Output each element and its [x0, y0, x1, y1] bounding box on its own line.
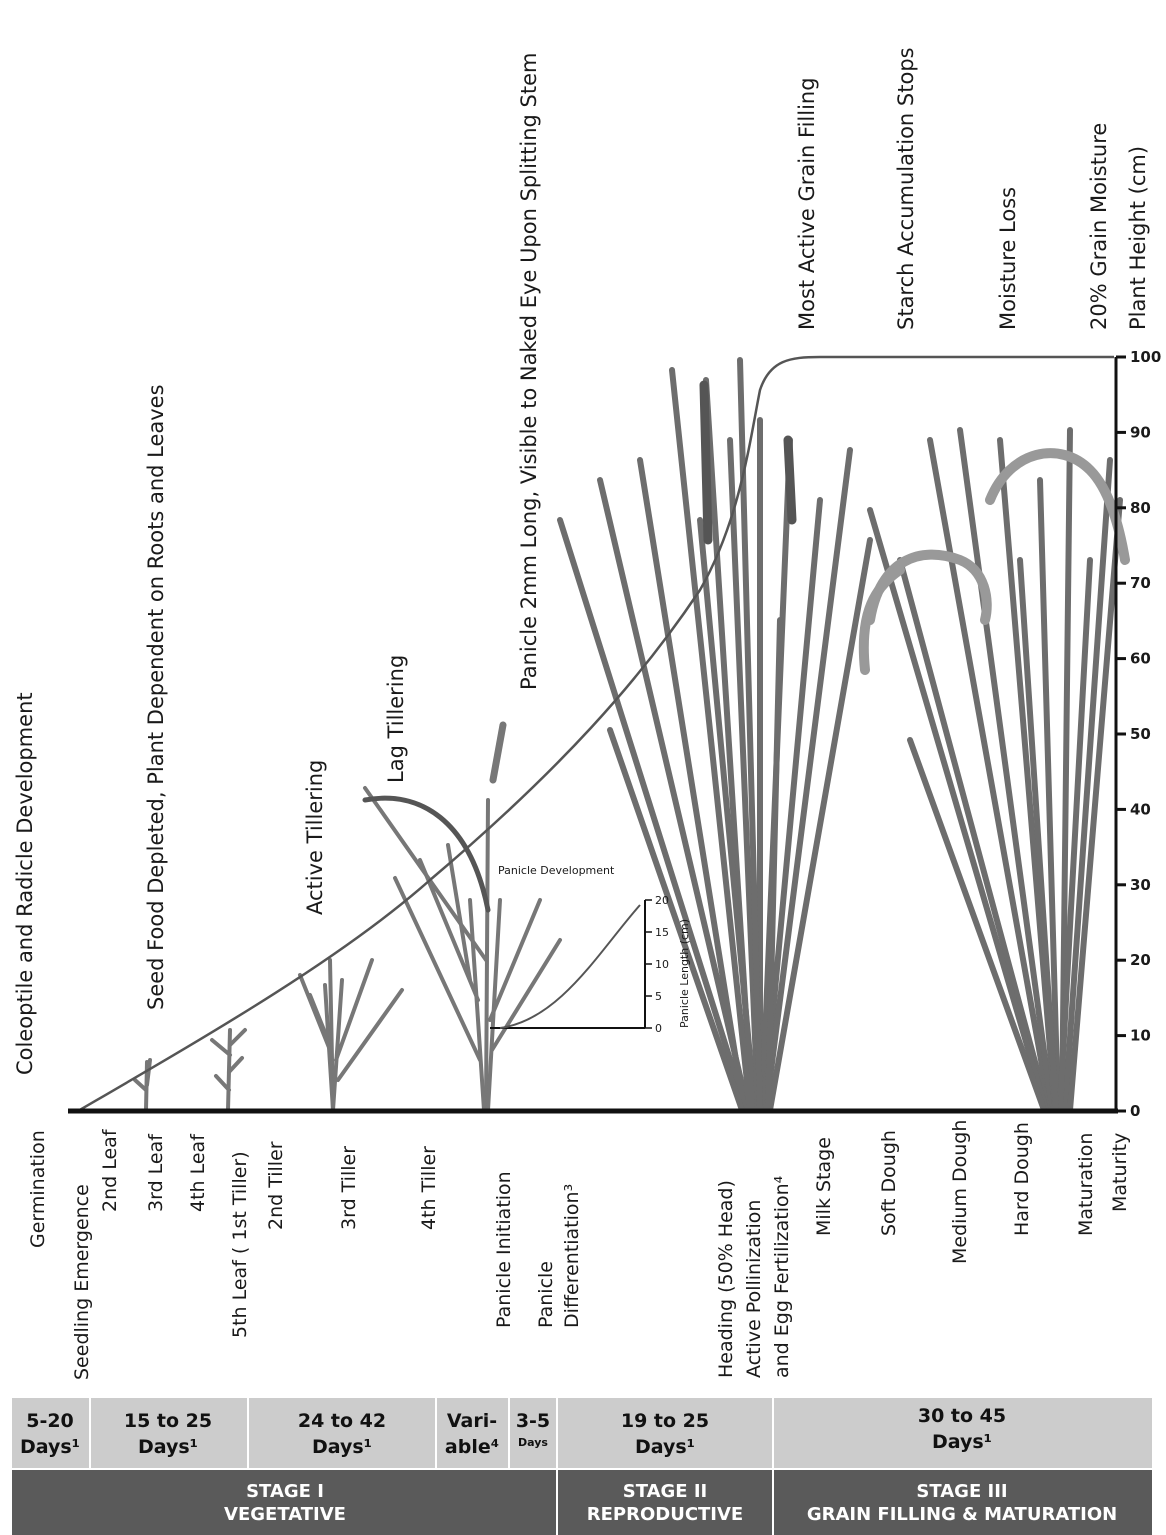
- stage-vegetative: STAGE I VEGETATIVE: [224, 1481, 346, 1525]
- svg-text:5-20: 5-20: [26, 1410, 74, 1432]
- axis-tick-label: 60: [1130, 650, 1151, 668]
- label-most-active-grain-filling: Most Active Grain Filling: [795, 77, 819, 330]
- svg-text:Days¹: Days¹: [20, 1436, 80, 1458]
- svg-text:Days: Days: [518, 1436, 548, 1449]
- plant-height-axis: 0 10 20 30 40 50 60 70 80 90 100: [1114, 348, 1161, 1120]
- inset-axis: 0 5 10 15 20: [645, 894, 669, 1035]
- axis-tick-label: 90: [1130, 423, 1151, 441]
- panicle-heads-drooping: [858, 448, 1130, 675]
- label-germination: Germination: [27, 1130, 49, 1248]
- svg-text:VEGETATIVE: VEGETATIVE: [224, 1504, 346, 1525]
- svg-text:15 to 25: 15 to 25: [124, 1410, 212, 1432]
- svg-text:24 to 42: 24 to 42: [298, 1410, 386, 1432]
- bottom-labels: Germination Seedling Emergence 2nd Leaf …: [27, 1120, 1131, 1380]
- label-medium-dough: Medium Dough: [949, 1120, 971, 1264]
- axis-tick-label: 80: [1130, 499, 1151, 517]
- plant-illustrations: [133, 357, 1130, 1113]
- duration-cell-4: Vari- able⁴: [445, 1410, 499, 1458]
- axis-tick-label: 70: [1130, 574, 1151, 592]
- stage-grain-filling: STAGE III GRAIN FILLING & MATURATION: [807, 1481, 1117, 1525]
- label-panicle-2mm: Panicle 2mm Long, Visible to Naked Eye U…: [517, 53, 541, 691]
- label-moisture-loss: Moisture Loss: [996, 187, 1020, 330]
- svg-text:STAGE II: STAGE II: [623, 1481, 708, 1502]
- duration-cell-5: 3-5 Days: [516, 1410, 550, 1449]
- inset-tick-label: 20: [655, 894, 669, 907]
- inset-tick-label: 5: [655, 990, 662, 1003]
- panicle-length-curve: [499, 904, 641, 1029]
- label-starch-accumulation: Starch Accumulation Stops: [894, 47, 918, 330]
- svg-text:Days¹: Days¹: [932, 1431, 992, 1453]
- label-3rd-tiller: 3rd Tiller: [338, 1146, 360, 1230]
- label-2nd-tiller: 2nd Tiller: [265, 1141, 287, 1230]
- inset-tick-label: 0: [655, 1022, 662, 1035]
- label-maturation: Maturation: [1075, 1133, 1097, 1236]
- plant-height-curve: [77, 355, 1114, 1113]
- label-seedling-emergence: Seedling Emergence: [71, 1184, 93, 1380]
- svg-text:REPRODUCTIVE: REPRODUCTIVE: [587, 1504, 743, 1525]
- label-panicle-initiation: Panicle Initiation: [493, 1171, 515, 1328]
- axis-tick-label: 10: [1130, 1027, 1151, 1045]
- axis-tick-label: 50: [1130, 725, 1151, 743]
- svg-text:Days¹: Days¹: [138, 1436, 198, 1458]
- duration-row: 5-20 Days¹ 15 to 25 Days¹ 24 to 42 Days¹…: [12, 1398, 1152, 1468]
- panicle-heads-heading: [699, 380, 797, 545]
- svg-text:Vari-: Vari-: [447, 1410, 497, 1432]
- plant-panicle-initiation: [363, 721, 562, 1112]
- label-4th-tiller: 4th Tiller: [418, 1146, 440, 1230]
- label-active-tillering: Active Tillering: [303, 760, 327, 915]
- label-coleoptile: Coleoptile and Radicle Development: [13, 692, 37, 1075]
- label-lag-tillering: Lag Tillering: [384, 655, 408, 783]
- top-labels: Coleoptile and Radicle Development Seed …: [13, 47, 1150, 1075]
- label-2nd-leaf: 2nd Leaf: [99, 1128, 121, 1212]
- label-seed-food: Seed Food Depleted, Plant Dependent on R…: [144, 384, 168, 1010]
- svg-text:Days¹: Days¹: [312, 1436, 372, 1458]
- label-soft-dough: Soft Dough: [878, 1130, 900, 1236]
- axis-tick-label: 100: [1130, 348, 1161, 366]
- label-heading: Heading (50% Head): [715, 1180, 737, 1378]
- panicle-development-inset: Panicle Development 0 5 10 15 20 Panicle Len…: [490, 864, 691, 1035]
- label-maturity: Maturity: [1109, 1133, 1131, 1212]
- plant-3rd-tiller: [298, 958, 404, 1112]
- axis-tick-label: 30: [1130, 876, 1151, 894]
- duration-cell-3: 24 to 42 Days¹: [298, 1410, 386, 1458]
- inset-tick-label: 15: [655, 926, 669, 939]
- duration-cell-1: 5-20 Days¹: [20, 1410, 80, 1458]
- plant-milk-stage: [867, 427, 1123, 1113]
- plant-3rd-leaf: [133, 1058, 152, 1112]
- duration-cell-2: 15 to 25 Days¹: [124, 1410, 212, 1458]
- label-hard-dough: Hard Dough: [1011, 1122, 1033, 1236]
- label-panicle-diff-1: Panicle: [535, 1261, 557, 1328]
- inset-tick-label: 10: [655, 958, 669, 971]
- stage-row: STAGE I VEGETATIVE STAGE II REPRODUCTIVE…: [12, 1470, 1152, 1535]
- label-pollination-1: Active Pollinization: [743, 1200, 765, 1378]
- svg-text:Days¹: Days¹: [635, 1436, 695, 1458]
- label-5th-leaf: 5th Leaf ( 1st Tiller): [229, 1151, 251, 1338]
- svg-text:3-5: 3-5: [516, 1410, 550, 1432]
- inset-axis-label: Panicle Length (cm): [678, 919, 691, 1028]
- label-4th-leaf: 4th Leaf: [187, 1133, 209, 1212]
- svg-text:GRAIN FILLING & MATURATION: GRAIN FILLING & MATURATION: [807, 1504, 1117, 1525]
- label-3rd-leaf: 3rd Leaf: [145, 1133, 167, 1212]
- axis-tick-label: 20: [1130, 951, 1151, 969]
- axis-tick-label: 0: [1130, 1102, 1140, 1120]
- axis-tick-label: 40: [1130, 800, 1151, 818]
- label-milk-stage: Milk Stage: [813, 1137, 835, 1236]
- label-panicle-diff-2: Differentiation³: [561, 1184, 583, 1328]
- plant-heading: [557, 357, 873, 1113]
- svg-text:able⁴: able⁴: [445, 1436, 499, 1458]
- label-pollination-2: and Egg Fertilization⁴: [771, 1175, 793, 1378]
- duration-cell-6: 19 to 25 Days¹: [621, 1410, 709, 1458]
- plant-5th-leaf: [210, 1028, 247, 1112]
- svg-text:19 to 25: 19 to 25: [621, 1410, 709, 1432]
- duration-cell-7: 30 to 45 Days¹: [918, 1405, 1006, 1453]
- inset-title: Panicle Development: [498, 864, 615, 877]
- svg-text:STAGE III: STAGE III: [916, 1481, 1007, 1502]
- svg-text:30 to 45: 30 to 45: [918, 1405, 1006, 1427]
- svg-text:STAGE I: STAGE I: [246, 1481, 324, 1502]
- label-plant-height: Plant Height (cm): [1126, 146, 1150, 330]
- label-grain-moisture: 20% Grain Moisture: [1087, 123, 1111, 330]
- stage-reproductive: STAGE II REPRODUCTIVE: [587, 1481, 743, 1525]
